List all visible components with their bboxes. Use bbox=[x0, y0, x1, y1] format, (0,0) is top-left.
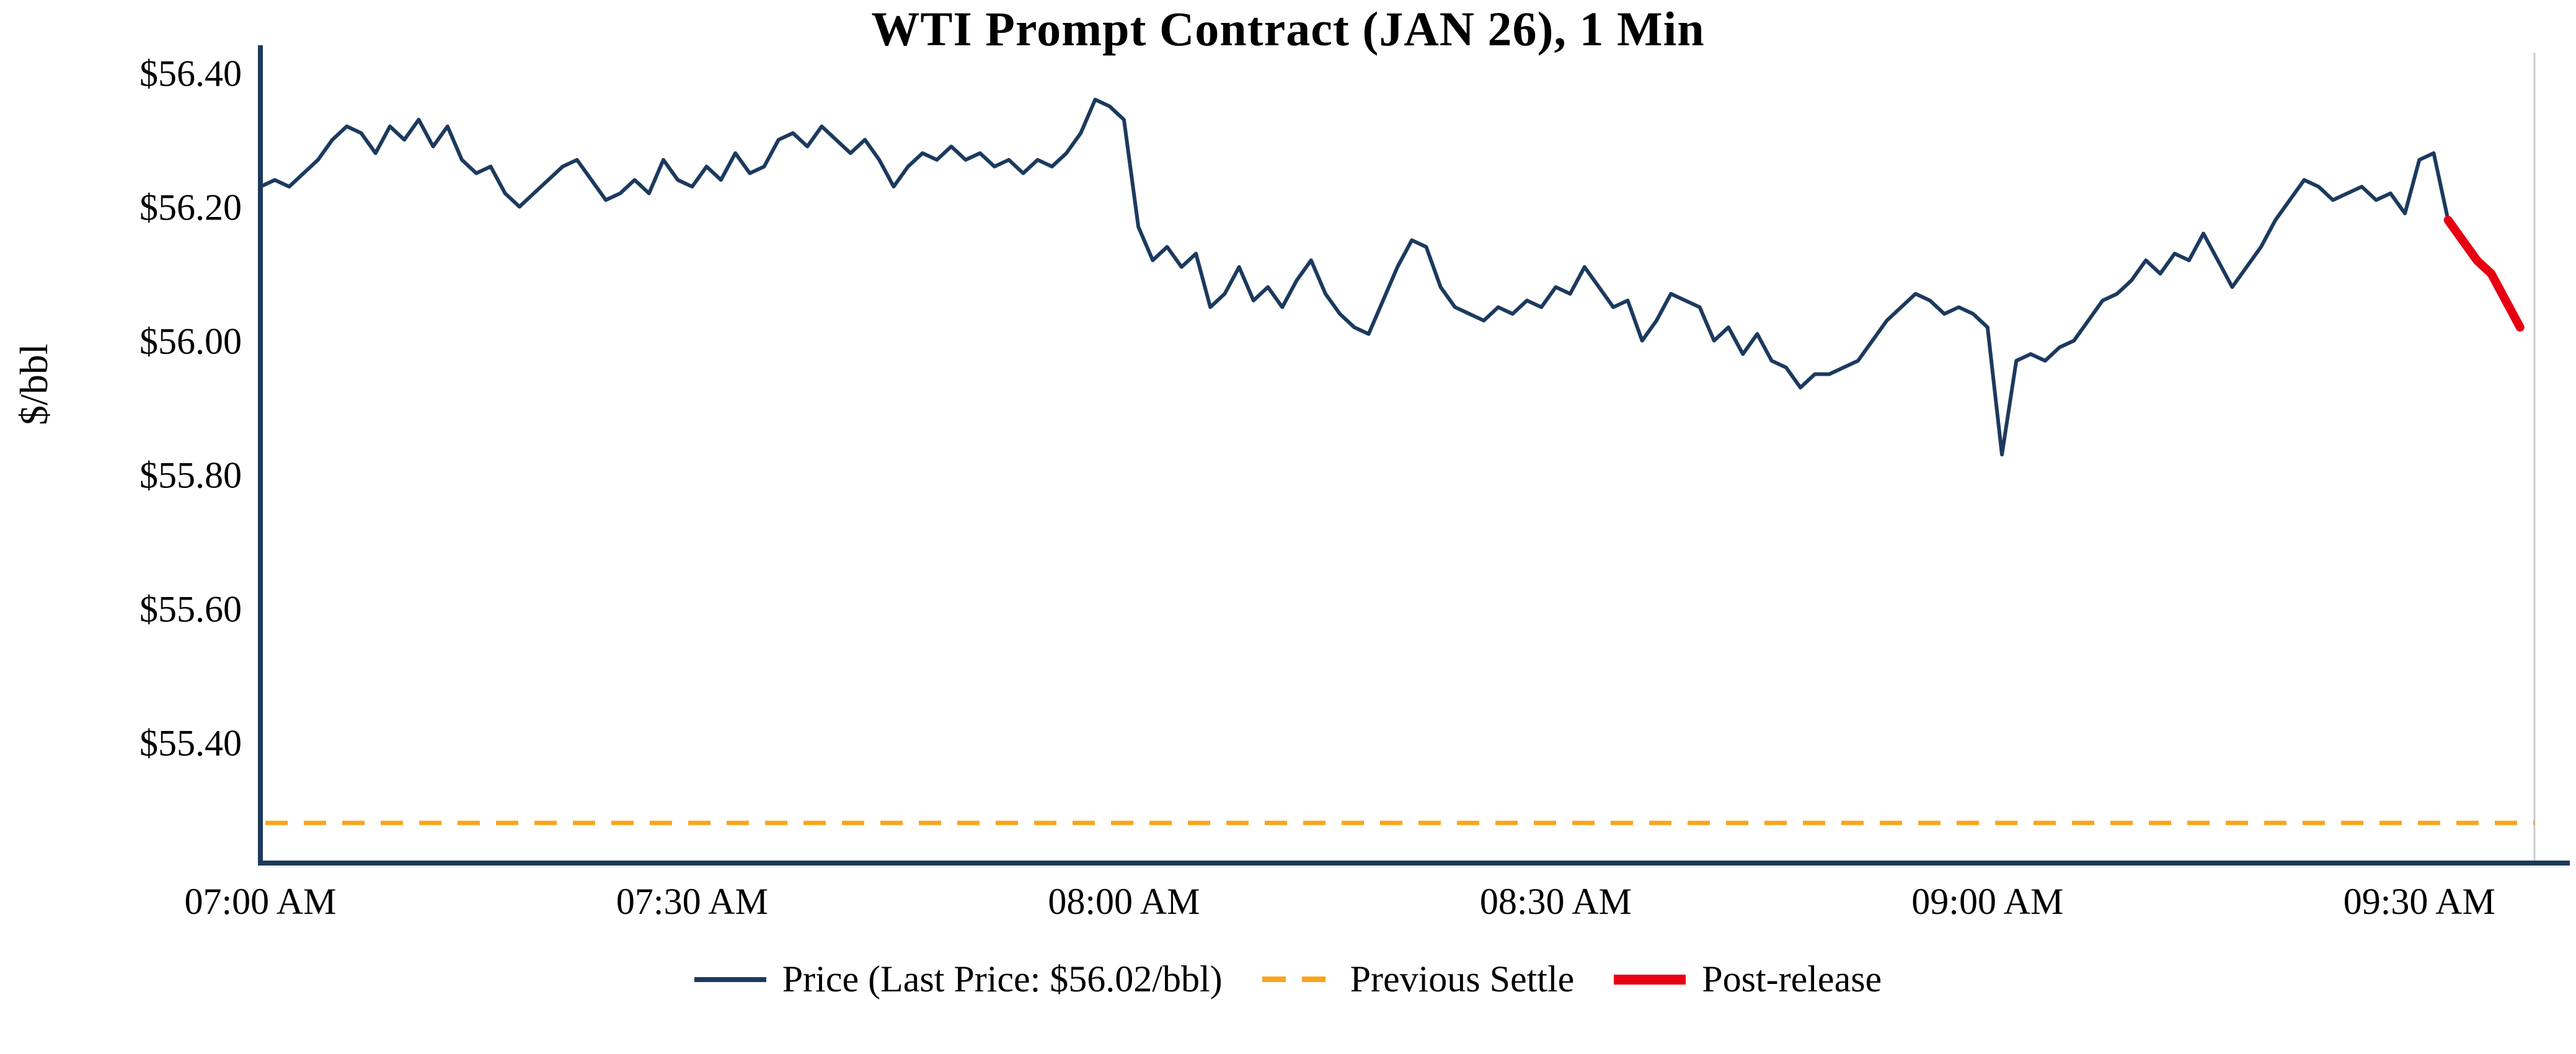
y-tick-label: $55.40 bbox=[139, 723, 242, 764]
legend-item-post-release: Post-release bbox=[1614, 958, 1882, 1001]
y-tick-label: $56.40 bbox=[139, 53, 242, 94]
x-tick-label: 09:30 AM bbox=[2344, 881, 2495, 922]
price-line-swatch bbox=[694, 976, 766, 982]
chart-legend: Price (Last Price: $56.02/bbl) Previous … bbox=[0, 958, 2576, 1001]
x-tick-label: 07:30 AM bbox=[616, 881, 768, 922]
y-tick-label: $56.20 bbox=[139, 187, 242, 228]
x-tick-label: 08:30 AM bbox=[1480, 881, 1632, 922]
y-tick-label: $55.60 bbox=[139, 589, 242, 630]
chart-title: WTI Prompt Contract (JAN 26), 1 Min bbox=[871, 2, 1705, 56]
y-tick-label: $55.80 bbox=[139, 455, 242, 496]
x-tick-label: 08:00 AM bbox=[1048, 881, 1200, 922]
previous-settle-line-swatch bbox=[1262, 976, 1334, 982]
x-tick-label: 07:00 AM bbox=[184, 881, 336, 922]
legend-label-previous-settle: Previous Settle bbox=[1350, 959, 1575, 999]
legend-label-price: Price (Last Price: $56.02/bbl) bbox=[782, 959, 1223, 999]
legend-item-price: Price (Last Price: $56.02/bbl) bbox=[694, 958, 1223, 1001]
legend-label-post-release: Post-release bbox=[1702, 959, 1882, 999]
x-tick-label: 09:00 AM bbox=[1911, 881, 2063, 922]
y-tick-label: $56.00 bbox=[139, 321, 242, 361]
legend-item-previous-settle: Previous Settle bbox=[1262, 958, 1575, 1001]
post-release-line-swatch bbox=[1614, 974, 1686, 985]
